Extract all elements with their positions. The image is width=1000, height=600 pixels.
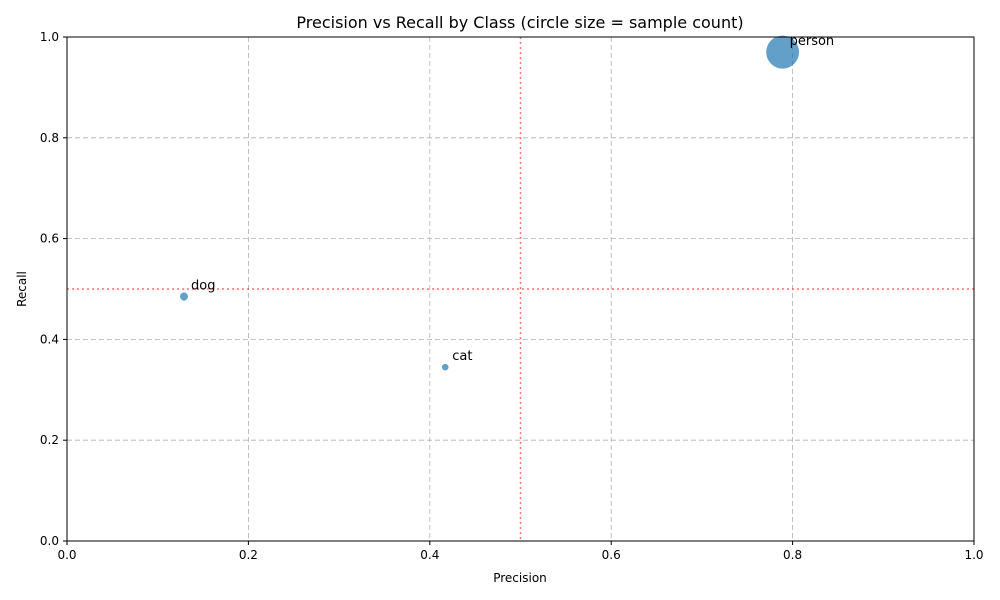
- point-label-person: person: [790, 34, 835, 49]
- y-tick-label: 0.8: [40, 131, 59, 145]
- x-tick-label: 0.8: [783, 548, 802, 562]
- points-layer: [179, 35, 800, 371]
- y-axis-label: Recall: [15, 271, 29, 307]
- y-tick-label: 0.4: [40, 332, 59, 346]
- plot-frame: [66, 36, 975, 542]
- x-tick-label: 0.0: [57, 548, 76, 562]
- scatter-point-cat: [441, 363, 449, 371]
- y-tick-label: 0.2: [40, 433, 59, 447]
- ticks-layer: 0.0 0.2 0.4 0.6 0.8 1.0 0.0 0.2 0.4 0.6 0.8 1.0: [40, 30, 984, 562]
- scatter-point-person: [766, 35, 800, 69]
- y-tick-label: 0.0: [40, 534, 59, 548]
- x-tick-label: 0.4: [420, 548, 439, 562]
- point-label-dog: dog: [191, 279, 215, 294]
- point-labels-layer: dog cat person: [191, 34, 834, 364]
- x-tick-label: 1.0: [964, 548, 983, 562]
- x-axis-label: Precision: [493, 571, 547, 585]
- x-tick-label: 0.2: [239, 548, 258, 562]
- y-tick-label: 0.6: [40, 232, 59, 246]
- reference-lines: [67, 37, 974, 541]
- y-tick-label: 1.0: [40, 30, 59, 44]
- point-label-cat: cat: [452, 349, 472, 364]
- x-tick-label: 0.6: [602, 548, 621, 562]
- scatter-point-dog: [179, 292, 189, 301]
- chart-title: Precision vs Recall by Class (circle siz…: [296, 13, 743, 32]
